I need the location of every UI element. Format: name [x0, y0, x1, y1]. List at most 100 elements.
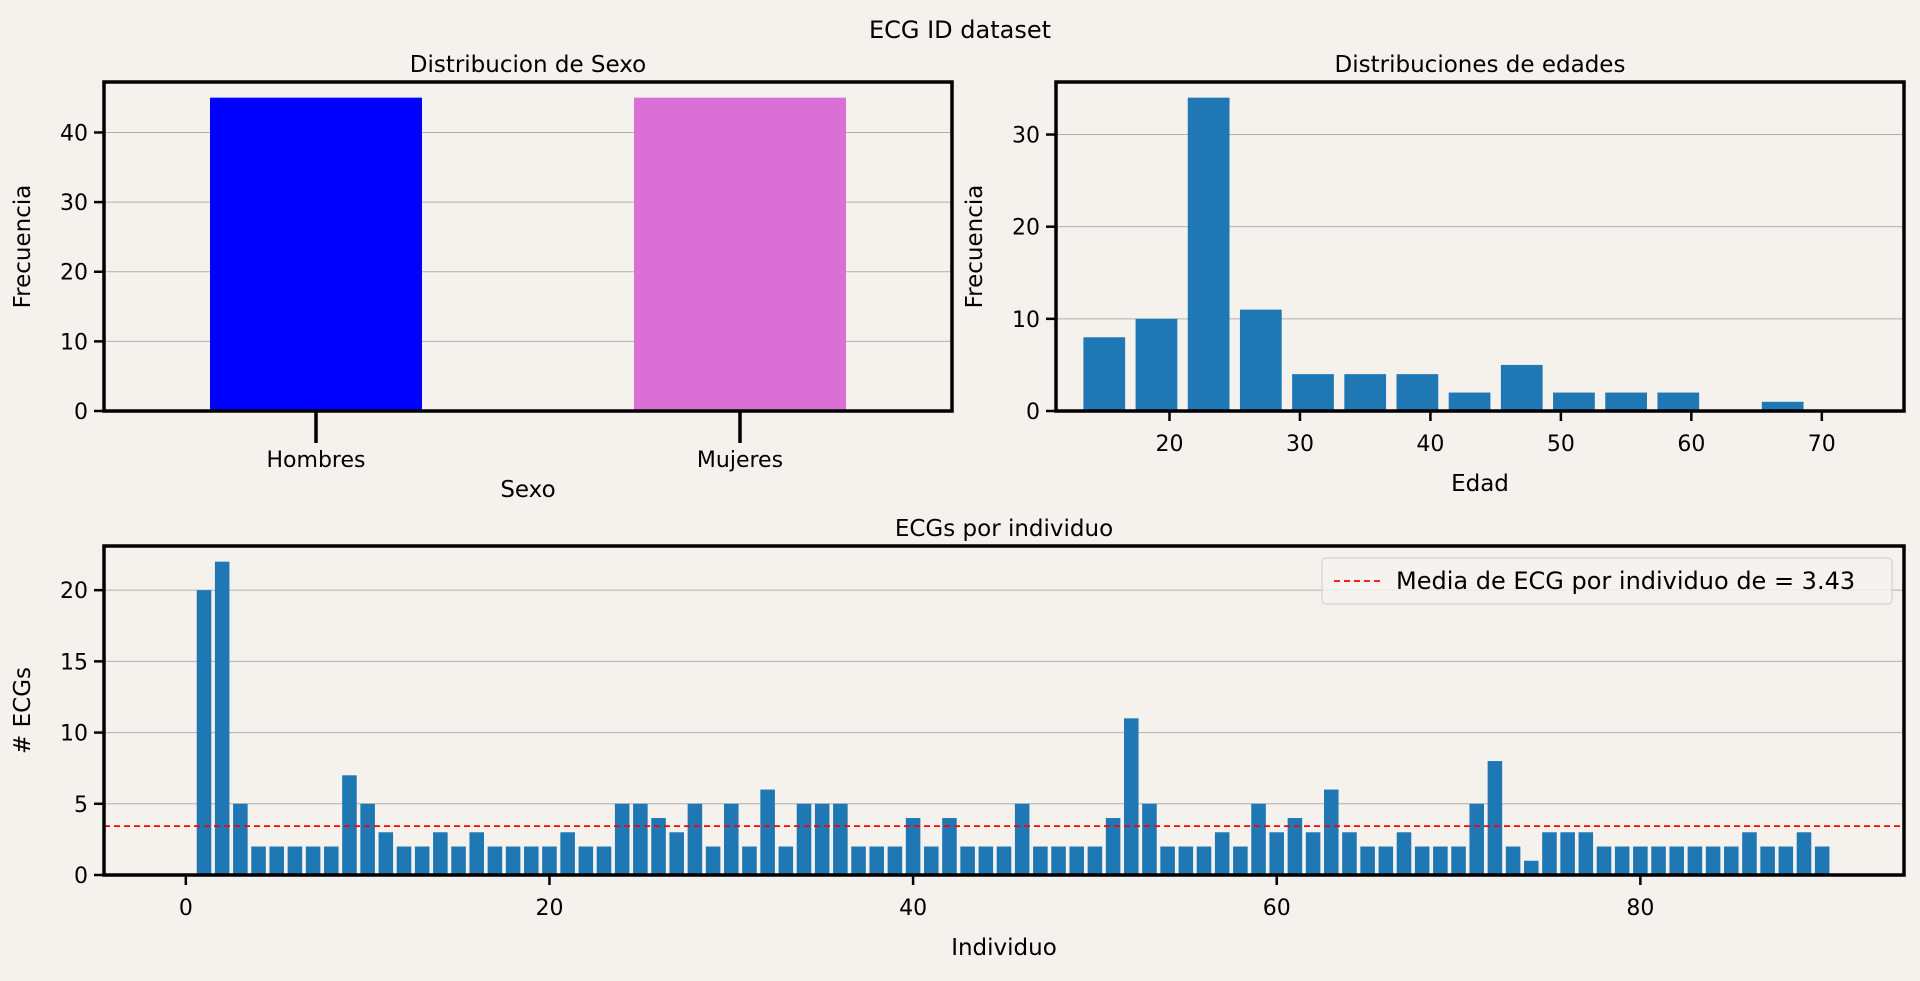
bar — [1578, 832, 1594, 875]
bar — [814, 803, 830, 875]
bar — [887, 846, 903, 875]
bar — [1305, 832, 1321, 875]
bar — [1724, 846, 1739, 875]
y-axis-label: # ECGs — [10, 667, 36, 754]
y-tick-label: 20 — [60, 261, 88, 286]
bar — [414, 846, 430, 875]
bar — [324, 846, 339, 875]
bar — [360, 803, 375, 875]
bar — [705, 846, 721, 875]
x-axis-label: Individuo — [951, 935, 1057, 961]
x-tick-label: 70 — [1808, 432, 1836, 457]
x-tick-label: 40 — [1416, 432, 1444, 457]
x-axis-label: Sexo — [500, 477, 555, 503]
bar — [1051, 846, 1066, 875]
legend-box — [1321, 557, 1893, 605]
bar — [905, 818, 921, 875]
bar — [742, 846, 757, 875]
bar — [1542, 832, 1557, 875]
x-tick-label: 40 — [899, 896, 927, 921]
bar — [1396, 374, 1439, 411]
bar — [669, 832, 684, 875]
bar — [1239, 309, 1282, 411]
y-tick-label: 30 — [60, 191, 88, 216]
bar — [1033, 846, 1048, 875]
bar — [524, 846, 539, 875]
y-tick-label: 0 — [1026, 400, 1040, 425]
bar — [1742, 832, 1757, 875]
bar — [1614, 846, 1630, 875]
bar — [469, 832, 484, 875]
bar — [505, 846, 521, 875]
bar — [778, 846, 794, 875]
figure-suptitle: ECG ID dataset — [869, 16, 1051, 44]
bar — [396, 846, 412, 875]
bar — [1196, 846, 1212, 875]
bar — [1378, 846, 1394, 875]
y-tick-label: 0 — [74, 864, 88, 889]
bar — [1187, 97, 1230, 412]
bar — [1269, 832, 1284, 875]
y-tick-label: 40 — [60, 121, 88, 146]
y-tick-label: 5 — [74, 793, 88, 818]
chart-distribuciones-edades: 0 10 20 30 20 30 40 50 60 70 Distribuciones de eda… — [962, 52, 1906, 497]
bar — [960, 846, 975, 875]
bar — [869, 846, 884, 875]
x-axis-label: Edad — [1451, 471, 1509, 497]
bar-mujeres — [634, 97, 846, 412]
legend-label: Media de ECG por individuo de = 3.43 — [1396, 567, 1855, 595]
bar — [1124, 718, 1139, 875]
bar — [1596, 846, 1612, 875]
y-tick-label: 15 — [60, 650, 88, 675]
bar — [996, 846, 1012, 875]
y-axis-label: Frecuencia — [10, 185, 36, 309]
bar — [1087, 846, 1103, 875]
x-tick-label: 60 — [1677, 432, 1705, 457]
bar — [1135, 318, 1178, 411]
y-tick-label: 0 — [74, 400, 88, 425]
bar — [1233, 846, 1248, 875]
bar — [1160, 846, 1175, 875]
bar — [1251, 803, 1266, 875]
bar — [1814, 846, 1830, 875]
bar — [1669, 846, 1684, 875]
bar — [1687, 846, 1703, 875]
bar — [1069, 846, 1084, 875]
bar — [1396, 832, 1412, 875]
bar — [451, 846, 466, 875]
bar — [1214, 832, 1230, 875]
bar — [542, 846, 557, 875]
bar — [614, 803, 630, 875]
bar — [1657, 392, 1700, 411]
bar — [1414, 846, 1430, 875]
bar — [978, 846, 994, 875]
bar — [1433, 846, 1448, 875]
x-tick-label: 20 — [1156, 432, 1184, 457]
bar — [305, 846, 321, 875]
x-tick-label: 20 — [535, 896, 563, 921]
bar — [196, 590, 212, 875]
y-tick-label: 10 — [60, 722, 88, 747]
axes-frame — [102, 80, 954, 413]
bar — [578, 846, 594, 875]
x-tick-label: 60 — [1263, 896, 1291, 921]
bar — [942, 818, 957, 875]
x-tick-label: 80 — [1626, 896, 1654, 921]
chart-title: Distribuciones de edades — [1335, 52, 1626, 78]
bar — [269, 846, 284, 875]
y-tick-label: 30 — [1012, 124, 1040, 149]
bar — [1469, 803, 1484, 875]
bar — [1342, 832, 1357, 875]
bar — [1761, 401, 1804, 411]
bar — [833, 803, 848, 875]
chart-title: Distribucion de Sexo — [410, 52, 647, 78]
bar — [1633, 846, 1648, 875]
y-tick-label: 10 — [60, 330, 88, 355]
bar — [1451, 846, 1466, 875]
bar — [1487, 761, 1503, 875]
bar — [1014, 803, 1030, 875]
bar — [1553, 392, 1595, 411]
x-tick-label: Hombres — [267, 448, 366, 473]
x-tick-label: 30 — [1286, 432, 1314, 457]
